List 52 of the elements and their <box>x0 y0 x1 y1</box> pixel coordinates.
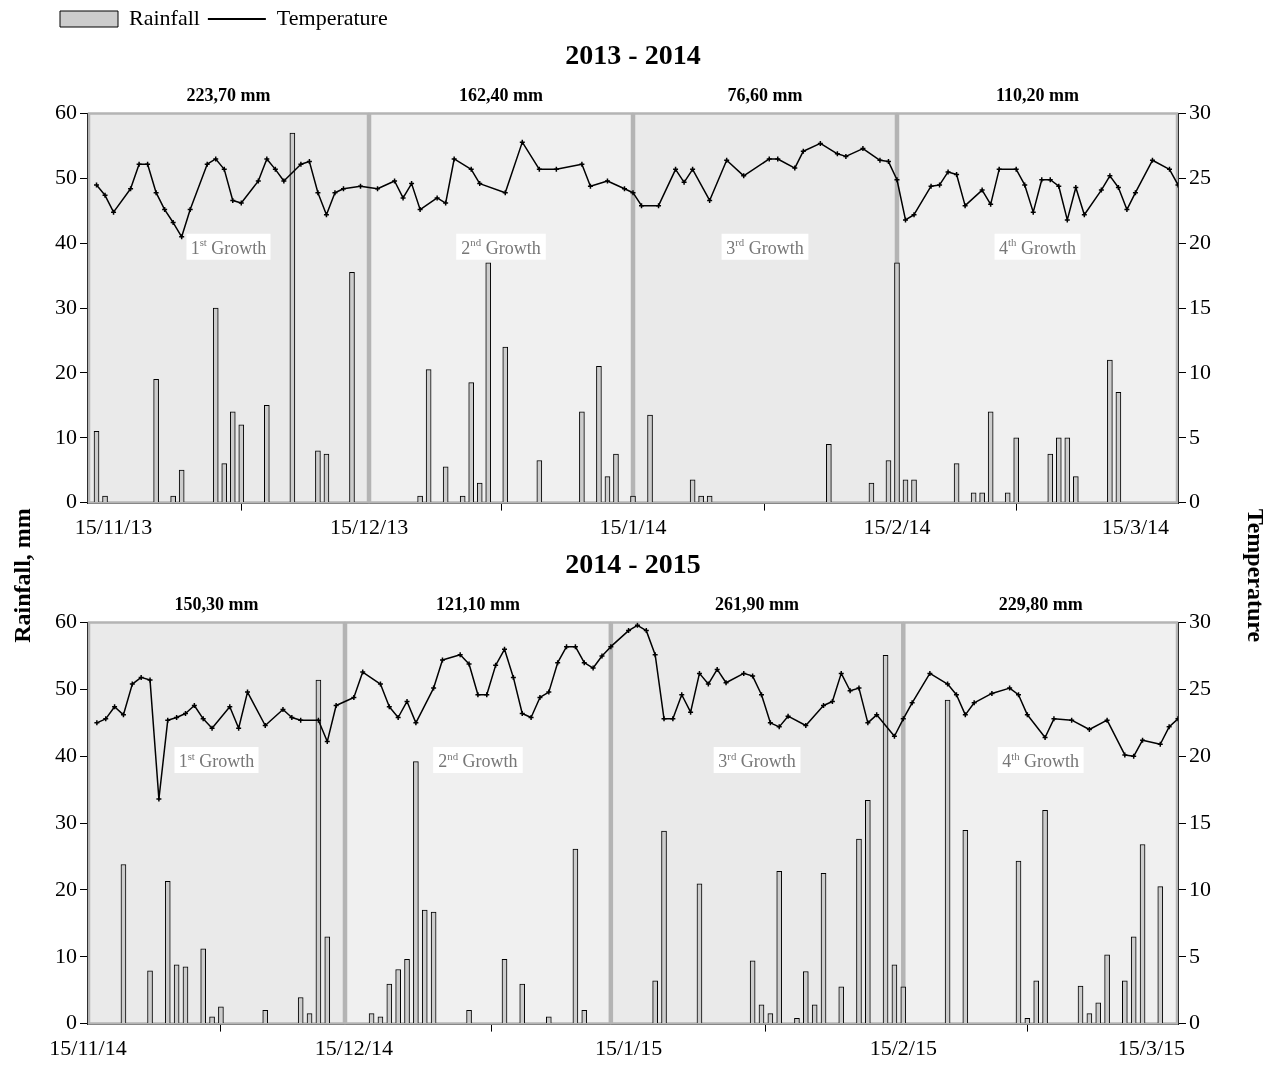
text: 150,30 mm <box>174 594 259 615</box>
y-tick-label: 50 <box>55 164 77 190</box>
y2-tick-label: 25 <box>1189 164 1211 190</box>
text: 162,40 mm <box>459 85 544 106</box>
x-tick-label: 15/11/14 <box>49 1034 127 1060</box>
y-tick-label: 40 <box>55 229 77 255</box>
x-tick-label: 15/2/15 <box>869 1034 937 1060</box>
x-tick-label: 15/3/15 <box>1117 1034 1186 1060</box>
x-tick-label: 15/3/14 <box>1101 513 1170 539</box>
y-tick-label: 40 <box>55 742 77 768</box>
y-tick-label: 0 <box>66 488 77 514</box>
x-tick-label: 15/1/15 <box>594 1034 663 1060</box>
legend-label: Rainfall <box>129 4 200 30</box>
text: 121,10 mm <box>435 594 520 615</box>
y-axis-title: Rainfall, mm <box>8 507 36 643</box>
y2-tick-label: 25 <box>1189 675 1211 701</box>
y-tick-label: 20 <box>55 358 77 384</box>
text: 76,60 mm <box>727 85 803 106</box>
x-tick-label: 15/11/13 <box>74 513 153 539</box>
y-tick-label: 30 <box>55 808 77 834</box>
x-tick-label: 15/2/14 <box>863 513 931 539</box>
y2-tick-label: 0 <box>1189 488 1200 514</box>
y-tick-label: 60 <box>55 99 77 125</box>
y2-tick-label: 10 <box>1189 875 1211 901</box>
y2-tick-label: 30 <box>1189 99 1211 125</box>
y2-tick-label: 5 <box>1189 942 1200 968</box>
y2-tick-label: 10 <box>1189 358 1211 384</box>
y-tick-label: 30 <box>55 293 77 319</box>
text: 229,80 mm <box>998 594 1083 615</box>
y-tick-label: 60 <box>55 608 77 634</box>
x-tick-label: 15/12/13 <box>329 513 409 539</box>
y2-tick-label: 30 <box>1189 608 1211 634</box>
y2-axis-title: Temperature <box>1241 508 1269 642</box>
text: 223,70 mm <box>186 85 271 106</box>
y2-tick-label: 20 <box>1189 742 1211 768</box>
text: 261,90 mm <box>715 594 800 615</box>
y-tick-label: 10 <box>55 423 77 449</box>
x-tick-label: 15/1/14 <box>599 513 667 539</box>
y2-tick-label: 5 <box>1189 423 1200 449</box>
y-tick-label: 10 <box>55 942 77 968</box>
y-tick-label: 0 <box>66 1009 77 1035</box>
x-tick-label: 15/12/14 <box>314 1034 393 1060</box>
y-tick-label: 20 <box>55 875 77 901</box>
legend-label: Temperature <box>276 4 388 30</box>
y2-tick-label: 15 <box>1189 808 1211 834</box>
text: 110,20 mm <box>995 85 1079 106</box>
y2-tick-label: 15 <box>1189 293 1211 319</box>
y-tick-label: 50 <box>55 675 77 701</box>
y2-tick-label: 20 <box>1189 229 1211 255</box>
chart-title: 2014 - 2015 <box>565 548 701 580</box>
chart-title: 2013 - 2014 <box>565 39 701 71</box>
y2-tick-label: 0 <box>1189 1009 1200 1035</box>
